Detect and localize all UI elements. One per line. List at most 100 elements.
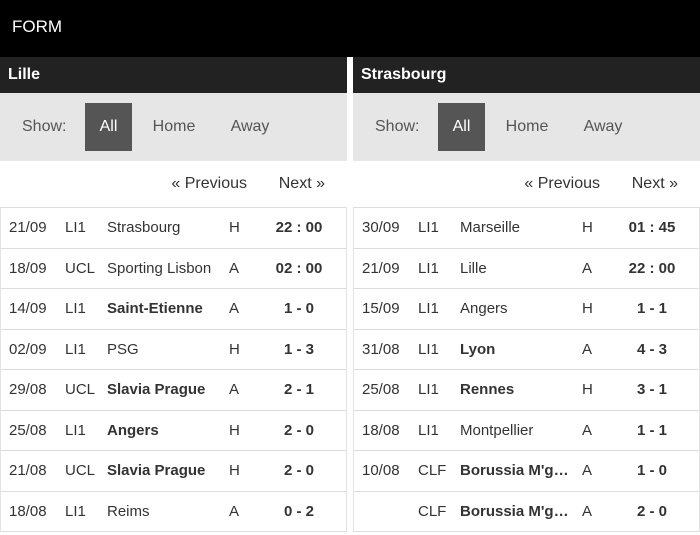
match-row[interactable]: 21/09 LI1 Lille A 22 : 00 (354, 249, 699, 289)
match-row[interactable]: 25/08 LI1 Angers H 2 - 0 (1, 411, 346, 451)
team-panel-lille: Lille Show: All Home Away « Previous Nex… (0, 57, 347, 535)
match-score: 01 : 45 (628, 219, 676, 236)
match-score: 2 - 1 (283, 381, 314, 398)
form-title: FORM (12, 17, 63, 36)
previous-link[interactable]: « Previous (524, 175, 600, 192)
match-score: 22 : 00 (628, 259, 676, 277)
match-opponent: Marseille (460, 219, 521, 236)
next-link[interactable]: Next » (278, 175, 325, 192)
match-home-away: A (582, 340, 593, 358)
match-row[interactable]: 29/08 UCL Slavia Prague A 2 - 1 (1, 370, 346, 411)
match-score: 2 - 0 (636, 502, 667, 520)
match-competition: LI1 (65, 421, 86, 439)
match-date: 21/08 (9, 462, 47, 479)
match-date: 21/09 (362, 259, 400, 277)
match-opponent: Sporting Lisbon (107, 259, 212, 277)
match-score: 1 - 3 (283, 340, 314, 358)
match-competition: LI1 (65, 502, 86, 520)
match-competition: UCL (65, 259, 96, 277)
match-opponent: Strasbourg (107, 219, 181, 236)
match-home-away: H (229, 462, 240, 479)
match-competition: LI1 (418, 259, 439, 277)
team-name: Lille (0, 57, 347, 93)
match-competition: LI1 (418, 300, 439, 317)
match-home-away: H (582, 219, 593, 236)
match-row[interactable]: 02/09 LI1 PSG H 1 - 3 (1, 330, 346, 370)
pager: « Previous Next » (353, 161, 700, 208)
show-label: Show: (22, 118, 67, 135)
filter-tab-away[interactable]: Away (583, 118, 623, 135)
match-row[interactable]: CLF Borussia M'gladbach A 2 - 0 (354, 492, 699, 532)
match-home-away: A (229, 381, 240, 398)
match-score: 2 - 0 (283, 421, 314, 439)
match-competition: UCL (65, 462, 96, 479)
filter-tab-home[interactable]: Home (152, 118, 196, 135)
match-opponent: Slavia Prague (107, 462, 206, 479)
next-link[interactable]: Next » (631, 175, 678, 192)
match-score: 1 - 0 (283, 300, 314, 317)
match-row[interactable]: 10/08 CLF Borussia M'gladbach A 1 - 0 (354, 451, 699, 492)
match-competition: CLF (418, 462, 447, 479)
match-home-away: H (582, 381, 593, 398)
match-home-away: A (582, 421, 593, 439)
previous-link[interactable]: « Previous (171, 175, 247, 192)
filter-tab-home[interactable]: Home (505, 118, 549, 135)
match-date: 02/09 (9, 340, 47, 358)
match-date: 21/09 (9, 219, 47, 236)
match-opponent: Lyon (460, 340, 496, 358)
match-date: 18/08 (362, 421, 400, 439)
filter-bar: Show: All Home Away (0, 93, 347, 161)
match-opponent: Reims (107, 502, 150, 520)
match-row[interactable]: 15/09 LI1 Angers H 1 - 1 (354, 289, 699, 330)
match-opponent: Rennes (460, 381, 515, 398)
match-date: 30/09 (362, 219, 400, 236)
team-name: Strasbourg (353, 57, 700, 93)
match-home-away: A (582, 462, 593, 479)
match-date: 18/08 (9, 502, 47, 520)
match-opponent: Angers (460, 300, 508, 317)
match-home-away: H (229, 219, 240, 236)
match-opponent: Lille (460, 259, 487, 277)
match-date: 31/08 (362, 340, 400, 358)
match-row[interactable]: 30/09 LI1 Marseille H 01 : 45 (354, 208, 699, 249)
match-score: 3 - 1 (636, 381, 667, 398)
match-date: 14/09 (9, 300, 47, 317)
match-row[interactable]: 31/08 LI1 Lyon A 4 - 3 (354, 330, 699, 370)
match-row[interactable]: 14/09 LI1 Saint-Etienne A 1 - 0 (1, 289, 346, 330)
match-row[interactable]: 18/08 LI1 Montpellier A 1 - 1 (354, 411, 699, 451)
match-score: 0 - 2 (283, 502, 314, 520)
match-score: 2 - 0 (283, 462, 314, 479)
match-competition: LI1 (418, 381, 439, 398)
match-opponent: Montpellier (460, 421, 534, 439)
match-date: 18/09 (9, 259, 47, 277)
match-home-away: A (229, 259, 240, 277)
match-score: 1 - 1 (636, 421, 667, 439)
match-opponent: Saint-Etienne (107, 300, 203, 317)
match-row[interactable]: 18/09 UCL Sporting Lisbon A 02 : 00 (1, 249, 346, 289)
match-home-away: H (582, 300, 593, 317)
match-home-away: A (229, 300, 240, 317)
filter-tab-all[interactable]: All (438, 103, 485, 151)
filter-tab-all[interactable]: All (85, 103, 132, 151)
pager: « Previous Next » (0, 161, 347, 208)
match-competition: LI1 (65, 219, 86, 236)
match-opponent: Borussia M'gladbach (460, 462, 572, 479)
match-competition: LI1 (65, 340, 86, 358)
match-competition: LI1 (418, 340, 439, 358)
match-row[interactable]: 25/08 LI1 Rennes H 3 - 1 (354, 370, 699, 411)
match-score: 02 : 00 (275, 259, 323, 277)
match-row[interactable]: 18/08 LI1 Reims A 0 - 2 (1, 492, 346, 532)
match-opponent: PSG (107, 340, 139, 358)
match-date: 25/08 (9, 421, 47, 439)
match-row[interactable]: 21/09 LI1 Strasbourg H 22 : 00 (1, 208, 346, 249)
match-opponent: Angers (107, 421, 159, 439)
match-row[interactable]: 21/08 UCL Slavia Prague H 2 - 0 (1, 451, 346, 492)
match-opponent: Slavia Prague (107, 381, 206, 398)
match-date: 15/09 (362, 300, 400, 317)
match-home-away: A (582, 502, 593, 520)
match-home-away: H (229, 340, 240, 358)
match-opponent: Borussia M'gladbach (460, 502, 572, 520)
match-competition: LI1 (65, 300, 86, 317)
filter-tab-away[interactable]: Away (230, 118, 270, 135)
filter-bar: Show: All Home Away (353, 93, 700, 161)
